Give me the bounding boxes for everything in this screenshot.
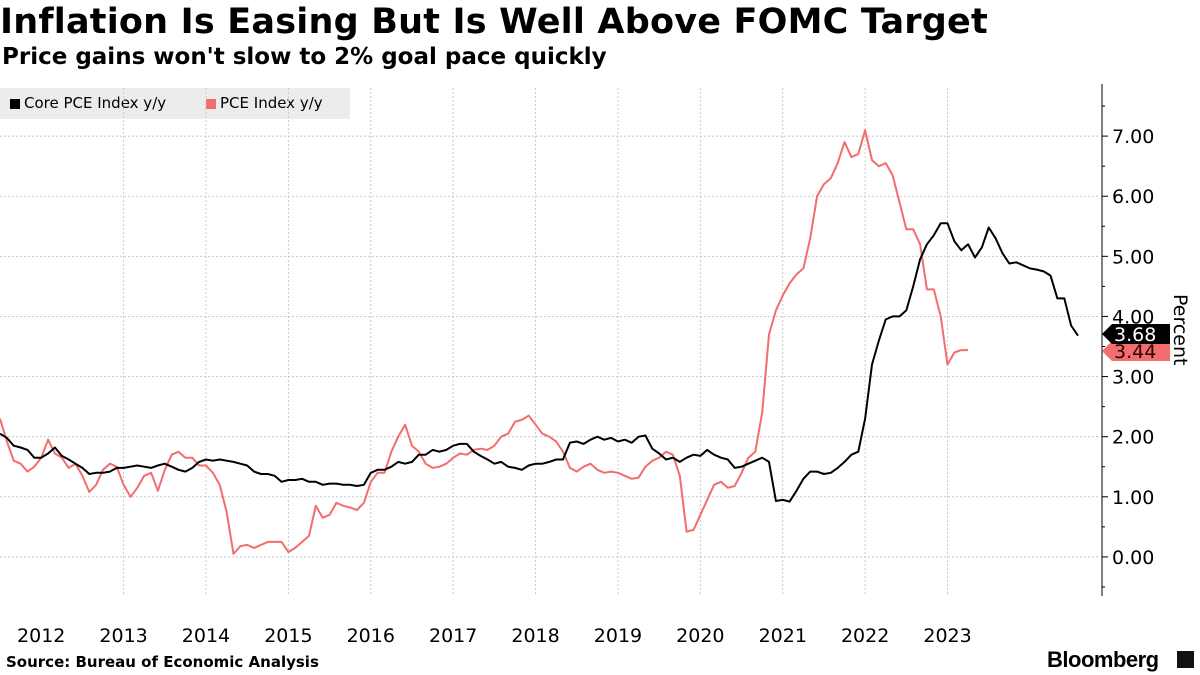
y-tick-label: 3.00 [1112, 367, 1154, 389]
legend-label-pce: PCE Index y/y [220, 94, 323, 112]
chart-title: Inflation Is Easing But Is Well Above FO… [0, 2, 988, 42]
x-tick-label: 2019 [594, 625, 642, 647]
y-tick-label: 2.00 [1112, 427, 1154, 449]
y-tick-label: 0.00 [1112, 547, 1154, 569]
end-label-core-pce-box [1102, 324, 1170, 344]
x-tick-label: 2020 [676, 625, 724, 647]
x-tick-label: 2018 [511, 625, 559, 647]
x-tick-label: 2016 [347, 625, 395, 647]
y-tick-label: 7.00 [1112, 126, 1154, 148]
end-label-core-pce: 3.68 [1114, 324, 1156, 346]
source-note: Source: Bureau of Economic Analysis [6, 653, 319, 671]
brand-logo: Bloomberg [1047, 647, 1159, 672]
x-tick-label: 2021 [759, 625, 807, 647]
legend-swatch-pce [206, 99, 216, 109]
x-tick-label: 2023 [923, 625, 971, 647]
x-tick-label: 2013 [99, 625, 147, 647]
series-line-core-pce [0, 222, 1079, 503]
x-tick-label: 2014 [182, 625, 230, 647]
brand-icon [1177, 651, 1194, 668]
x-tick-label: 2012 [17, 625, 65, 647]
x-tick-label: 2017 [429, 625, 477, 647]
legend-swatch-core [10, 99, 20, 109]
end-label-pce: 3.44 [1114, 341, 1156, 363]
end-label-pce-box [1102, 341, 1170, 361]
y-tick-label: 5.00 [1112, 246, 1154, 268]
y-tick-label: 6.00 [1112, 186, 1154, 208]
x-tick-label: 2022 [841, 625, 889, 647]
chart-subtitle: Price gains won't slow to 2% goal pace q… [2, 44, 607, 70]
series-line-pce [0, 129, 969, 555]
legend: Core PCE Index y/y PCE Index y/y [0, 88, 350, 119]
y-tick-label: 1.00 [1112, 487, 1154, 509]
y-axis-title: Percent [1169, 294, 1191, 366]
x-tick-label: 2015 [264, 625, 312, 647]
y-tick-label: 4.00 [1112, 306, 1154, 328]
legend-label-core: Core PCE Index y/y [24, 94, 167, 112]
